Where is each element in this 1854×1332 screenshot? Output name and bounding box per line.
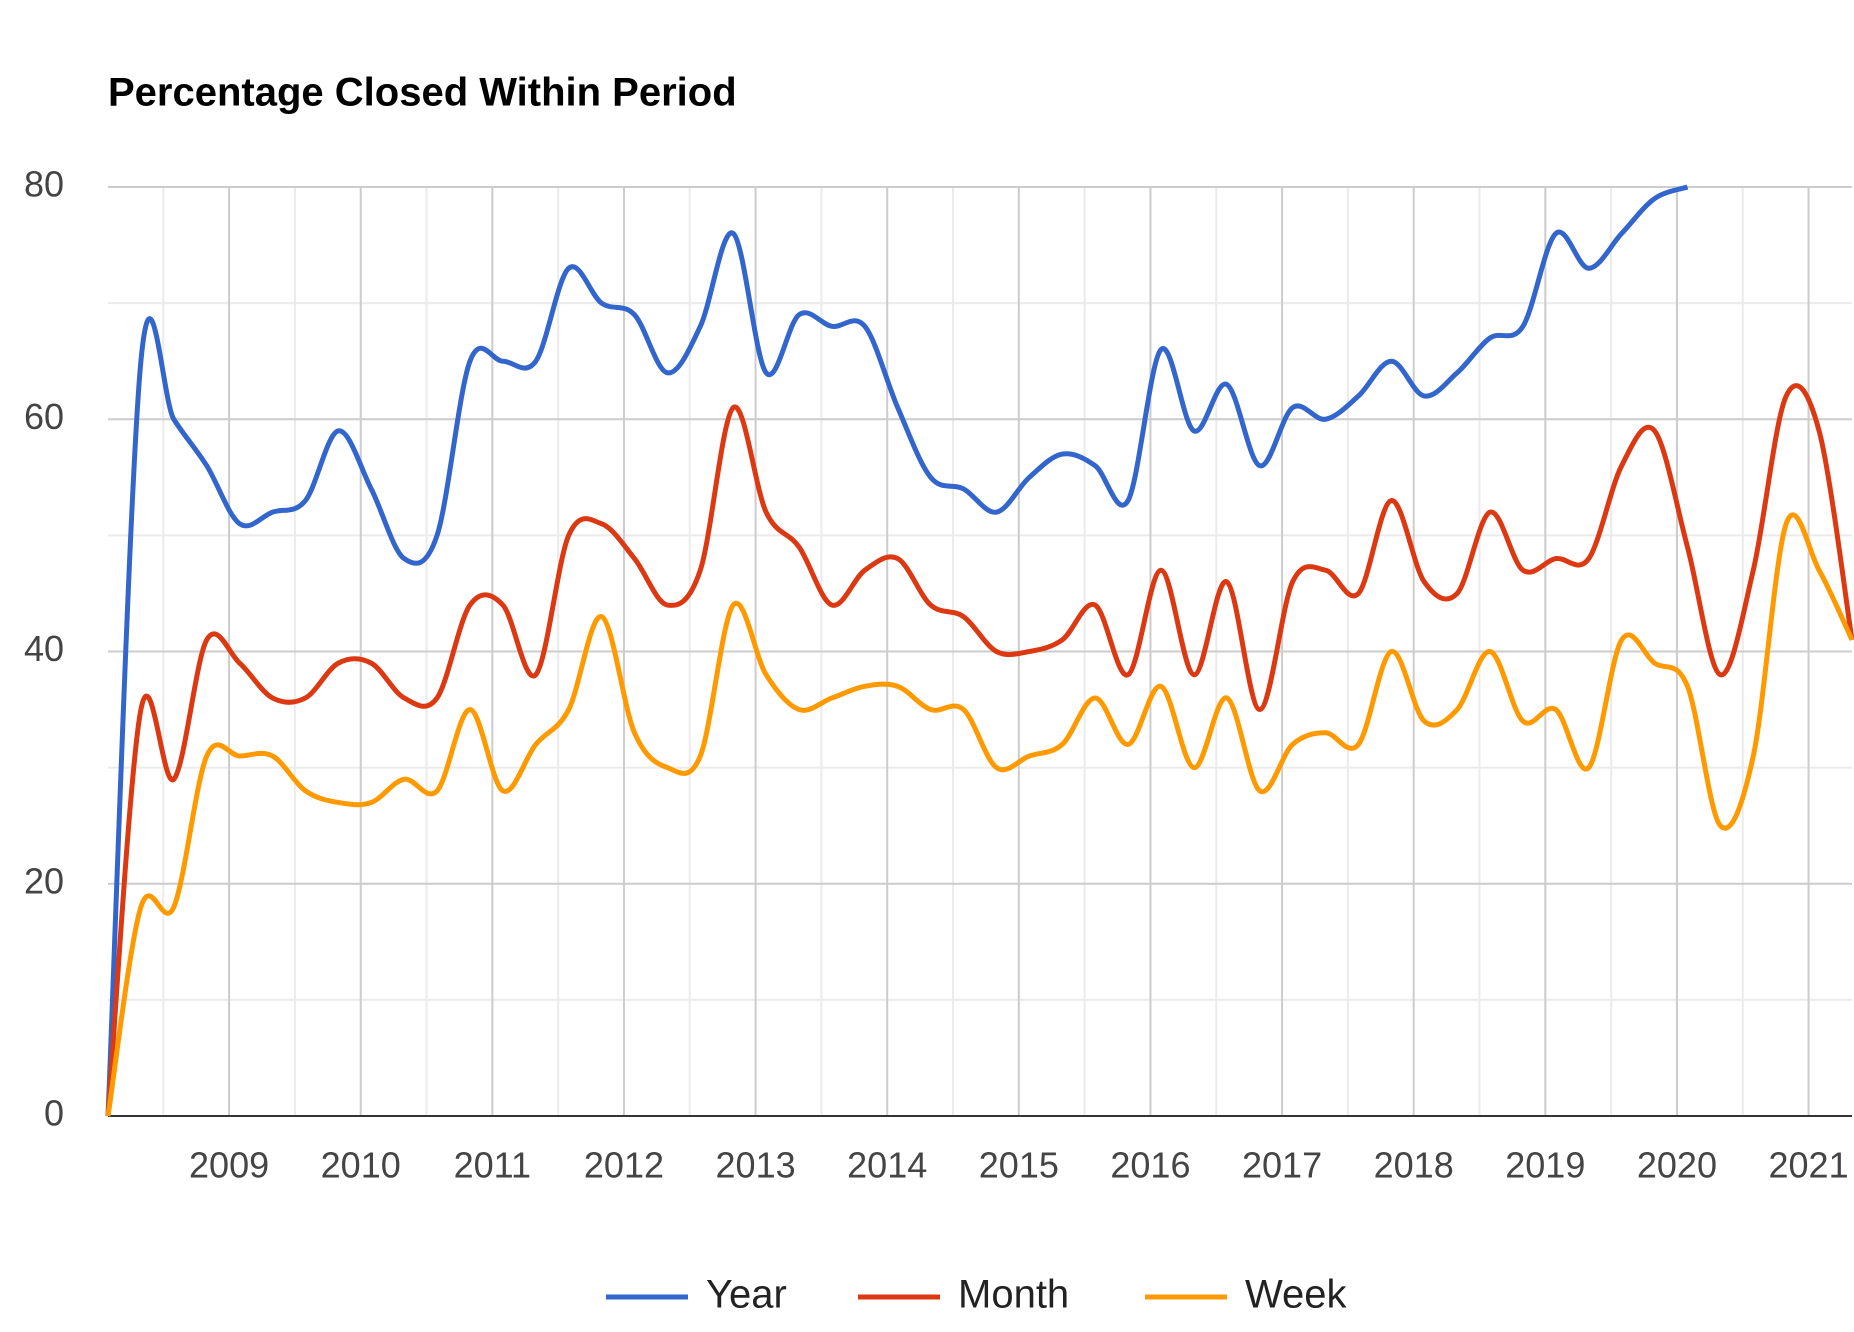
- x-tick-label: 2013: [716, 1145, 796, 1186]
- x-tick-label: 2019: [1505, 1145, 1585, 1186]
- y-tick-label: 80: [24, 164, 64, 205]
- legend-label: Week: [1245, 1273, 1348, 1317]
- series-line: [105, 184, 1689, 1117]
- x-tick-label: 2012: [584, 1145, 664, 1186]
- y-tick-label: 60: [24, 396, 64, 437]
- x-tick-label: 2017: [1242, 1145, 1322, 1186]
- y-tick-label: 20: [24, 860, 64, 901]
- legend-label: Month: [958, 1273, 1069, 1317]
- x-tick-label: 2009: [189, 1145, 269, 1186]
- x-tick-label: 2010: [321, 1145, 401, 1186]
- x-tick-label: 2021: [1769, 1145, 1849, 1186]
- x-tick-label: 2016: [1110, 1145, 1190, 1186]
- y-tick-label: 0: [44, 1093, 64, 1134]
- x-tick-label: 2020: [1637, 1145, 1717, 1186]
- series-line: [105, 512, 1854, 1117]
- x-tick-label: 2014: [847, 1145, 927, 1186]
- x-tick-label: 2011: [454, 1145, 531, 1186]
- legend-label: Year: [706, 1273, 787, 1317]
- x-tick-label: 2015: [979, 1145, 1059, 1186]
- chart-title: Percentage Closed Within Period: [108, 71, 737, 115]
- series-line: [105, 383, 1854, 1117]
- x-tick-label: 2018: [1374, 1145, 1454, 1186]
- y-tick-label: 40: [24, 628, 64, 669]
